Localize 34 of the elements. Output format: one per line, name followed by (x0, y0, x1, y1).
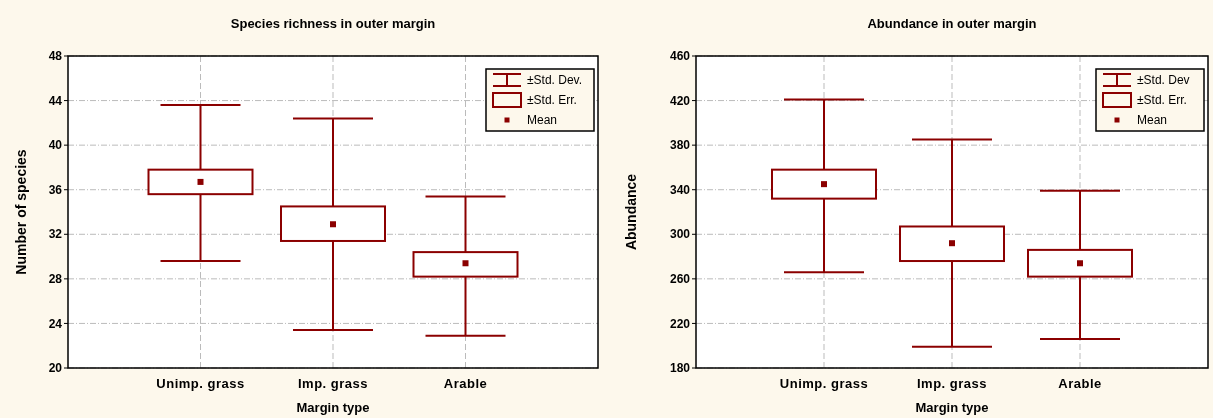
x-tick-label: Arable (1058, 376, 1102, 391)
annotation: ±Std. Dev (1137, 73, 1190, 88)
y-tick-label: 40 (48, 138, 63, 153)
x-axis-title: Margin type (296, 400, 370, 415)
x-tick-label: Imp. grass (297, 376, 369, 391)
x-tick-label: Imp. grass (916, 376, 988, 391)
x-tick-label: Unimp. grass (156, 376, 245, 391)
chart-title: Species richness in outer margin (230, 16, 436, 31)
y-tick-label: 460 (669, 49, 691, 64)
annotation: ±Std. Dev. (527, 73, 583, 88)
x-tick-label: Unimp. grass (779, 376, 869, 391)
y-tick-label: 44 (48, 93, 63, 108)
y-tick-label: 260 (669, 272, 691, 287)
annotation: ±Std. Err. (527, 93, 577, 108)
y-tick-label: 20 (48, 361, 63, 376)
x-tick-label: Arable (443, 376, 488, 391)
x-axis-title: Margin type (915, 400, 989, 415)
y-tick-label: 36 (48, 182, 63, 197)
y-tick-label: 340 (669, 182, 691, 197)
y-axis-title: Number of species (13, 149, 29, 275)
y-tick-label: 28 (48, 272, 63, 287)
y-tick-label: 48 (48, 49, 63, 64)
annotation: Mean (1137, 113, 1168, 128)
chart-title: Abundance in outer margin (867, 16, 1037, 31)
y-tick-label: 300 (669, 227, 691, 242)
y-tick-label: 420 (669, 93, 691, 108)
y-tick-label: 32 (48, 227, 63, 242)
y-tick-label: 24 (48, 316, 63, 331)
annotation: ±Std. Err. (1137, 93, 1187, 108)
y-axis-title: Abundance (623, 173, 639, 251)
y-tick-label: 380 (669, 138, 691, 153)
y-tick-label: 180 (669, 361, 691, 376)
annotation: Mean (527, 113, 558, 128)
y-tick-label: 220 (669, 316, 691, 331)
